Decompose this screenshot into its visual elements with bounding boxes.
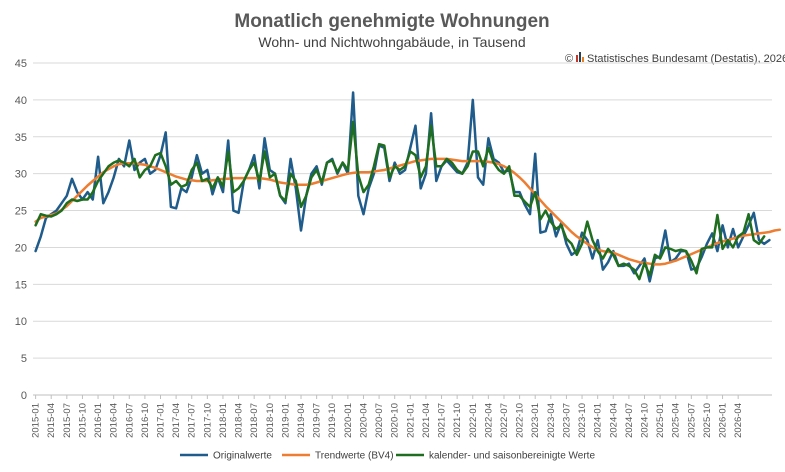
y-tick-label: 45 xyxy=(15,58,27,70)
x-tick-label: 2019-01 xyxy=(280,403,291,438)
y-tick-label: 0 xyxy=(21,390,27,402)
x-tick-label: 2021-10 xyxy=(452,403,463,438)
legend-label-originalwerte: Originalwerte xyxy=(213,451,272,462)
y-tick-label: 30 xyxy=(15,169,27,181)
y-tick-label: 15 xyxy=(15,279,27,291)
x-tick-label: 2023-07 xyxy=(561,403,572,438)
x-tick-label: 2022-04 xyxy=(483,403,494,438)
x-tick-label: 2016-07 xyxy=(124,403,135,438)
source-text: Statistisches Bundesamt (Destatis), 2026 xyxy=(587,53,785,65)
x-axis-ticks: 2015-01 2015-04 2015-07 2015-10 2016-01 2016-… xyxy=(31,395,744,438)
x-tick-label: 2022-01 xyxy=(468,403,479,438)
x-tick-label: 2015-07 xyxy=(62,403,73,438)
chart-title: Monatlich genehmigte Wohnungen xyxy=(234,11,549,32)
y-axis-ticks: 0 5 10 15 20 25 30 35 40 45 xyxy=(15,58,27,402)
series-line-kalender-und-saisonbereinigte-werte xyxy=(34,120,766,281)
y-tick-label: 40 xyxy=(15,95,27,107)
x-tick-label: 2019-07 xyxy=(312,403,323,438)
x-tick-label: 2022-07 xyxy=(499,403,510,438)
x-tick-label: 2023-01 xyxy=(530,403,541,438)
x-tick-label: 2018-04 xyxy=(234,403,245,438)
x-tick-label: 2016-10 xyxy=(140,403,151,438)
x-tick-label: 2016-01 xyxy=(93,403,104,438)
x-tick-label: 2023-04 xyxy=(546,403,557,438)
x-tick-label: 2017-04 xyxy=(171,403,182,438)
source-line: © Statistisches Bundesamt (Destatis), 20… xyxy=(565,52,785,65)
x-tick-label: 2025-07 xyxy=(686,403,697,438)
x-tick-label: 2020-07 xyxy=(374,403,385,438)
x-tick-label: 2020-04 xyxy=(358,403,369,438)
x-tick-label: 2017-07 xyxy=(187,403,198,438)
x-tick-label: 2021-04 xyxy=(421,403,432,438)
x-tick-label: 2015-04 xyxy=(46,403,57,438)
x-tick-label: 2025-10 xyxy=(702,403,713,438)
x-tick-label: 2026-01 xyxy=(718,403,729,438)
y-tick-label: 35 xyxy=(15,132,27,144)
x-tick-label: 2018-07 xyxy=(249,403,260,438)
x-tick-label: 2024-07 xyxy=(624,403,635,438)
x-tick-label: 2017-01 xyxy=(156,403,167,438)
x-tick-label: 2021-07 xyxy=(437,403,448,438)
series-line-trendwerte-bv4 xyxy=(34,157,782,266)
x-tick-label: 2023-10 xyxy=(577,403,588,438)
series-line-originalwerte xyxy=(34,91,771,283)
x-tick-label: 2022-10 xyxy=(515,403,526,438)
legend: Originalwerte Trendwerte (BV4) kalender- u… xyxy=(180,451,595,462)
x-tick-label: 2025-04 xyxy=(671,403,682,438)
x-tick-label: 2021-01 xyxy=(405,403,416,438)
grid-layer xyxy=(33,62,772,396)
destatis-logo-icon xyxy=(576,52,584,62)
y-tick-label: 5 xyxy=(21,353,27,365)
x-tick-label: 2017-10 xyxy=(202,403,213,438)
x-tick-label: 2016-04 xyxy=(109,403,120,438)
x-tick-label: 2018-01 xyxy=(218,403,229,438)
x-tick-label: 2020-01 xyxy=(343,403,354,438)
x-tick-label: 2018-10 xyxy=(265,403,276,438)
legend-label-kalender-und-saisonbereinigte-werte: kalender- und saisonbereinigte Werte xyxy=(429,451,595,462)
x-tick-label: 2015-01 xyxy=(31,403,42,438)
chart-subtitle: Wohn- und Nichtwohngabäude, in Tausend xyxy=(258,34,525,50)
series-layer xyxy=(34,91,782,283)
x-tick-label: 2024-01 xyxy=(593,403,604,438)
x-tick-label: 2025-01 xyxy=(655,403,666,438)
copyright-symbol: © xyxy=(565,53,573,65)
x-tick-label: 2019-04 xyxy=(296,403,307,438)
legend-label-trendwerte-bv4: Trendwerte (BV4) xyxy=(315,451,394,462)
y-tick-label: 10 xyxy=(15,316,27,328)
y-tick-label: 25 xyxy=(15,206,27,218)
y-tick-label: 20 xyxy=(15,242,27,254)
x-tick-label: 2024-10 xyxy=(639,403,650,438)
x-tick-label: 2015-10 xyxy=(77,403,88,438)
x-tick-label: 2020-10 xyxy=(390,403,401,438)
x-tick-label: 2019-10 xyxy=(327,403,338,438)
x-tick-label: 2024-04 xyxy=(608,403,619,438)
x-tick-label: 2026-04 xyxy=(733,403,744,438)
